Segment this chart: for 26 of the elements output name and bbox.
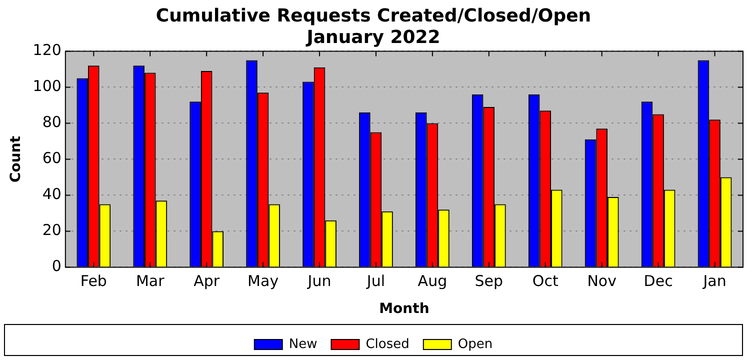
x-tick-label: May	[248, 272, 279, 290]
legend-label: Closed	[366, 336, 410, 352]
x-tick-label: Sep	[474, 272, 504, 290]
x-tick-label: Nov	[587, 272, 617, 290]
x-tick-label: Mar	[136, 272, 166, 290]
y-tick-label: 80	[42, 113, 62, 132]
legend-label: Open	[458, 336, 493, 352]
chart-title: Cumulative Requests Created/Closed/Open	[156, 5, 592, 26]
y-tick-label: 120	[32, 41, 62, 60]
x-tick-label: Jan	[702, 272, 726, 290]
x-tick-label: Dec	[644, 272, 673, 290]
x-tick-label: Apr	[194, 272, 220, 290]
x-tick-label: Aug	[418, 272, 448, 290]
chart-subtitle: January 2022	[304, 27, 440, 48]
y-tick-label: 60	[42, 149, 62, 168]
y-tick-label: 40	[42, 185, 62, 204]
y-tick-label: 20	[42, 221, 62, 240]
x-tick-label: Jul	[366, 272, 386, 290]
y-tick-label: 100	[32, 77, 62, 96]
y-tick-label: 0	[52, 257, 62, 276]
legend-label: New	[288, 336, 318, 352]
y-axis-title: Count	[8, 136, 24, 182]
x-tick-label: Jun	[306, 272, 332, 290]
x-tick-label: Feb	[80, 272, 107, 290]
x-tick-label: Oct	[532, 272, 558, 290]
x-axis-title: Month	[379, 301, 430, 318]
